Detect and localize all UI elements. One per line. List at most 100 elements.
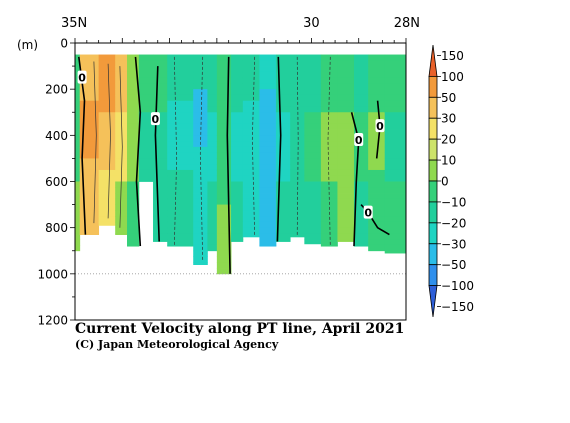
velocity-cell [304, 216, 322, 223]
velocity-cell [259, 94, 277, 102]
velocity-cell [353, 239, 369, 246]
velocity-cell [193, 71, 208, 79]
velocity-cell [167, 152, 194, 159]
velocity-cell [79, 77, 100, 84]
velocity-cell [259, 181, 277, 188]
velocity-cell [231, 198, 244, 205]
velocity-cell [216, 54, 232, 61]
velocity-cell [304, 66, 322, 73]
velocity-cell [75, 135, 81, 142]
velocity-cell [337, 54, 355, 61]
velocity-cell [290, 227, 305, 234]
velocity-cell [193, 54, 208, 61]
velocity-cell [207, 210, 218, 217]
velocity-cell [320, 164, 338, 171]
velocity-cell [75, 94, 81, 102]
velocity-cell [153, 175, 168, 182]
velocity-cell [231, 66, 244, 73]
velocity-cell [337, 169, 355, 177]
velocity-cell [242, 54, 260, 61]
velocity-cell [242, 141, 260, 148]
velocity-cell [167, 94, 194, 102]
velocity-cell [275, 112, 291, 119]
velocity-cell [259, 169, 277, 177]
velocity-cell [153, 146, 168, 154]
velocity-cell [337, 83, 355, 90]
velocity-cell [304, 112, 322, 119]
velocity-cell [320, 71, 338, 79]
velocity-cell [384, 175, 407, 182]
velocity-cell [242, 83, 260, 90]
velocity-cell [207, 198, 218, 205]
contour-label: 0 [364, 207, 372, 220]
velocity-cell [368, 60, 386, 67]
velocity-cell [193, 221, 208, 229]
velocity-cell [167, 210, 194, 217]
velocity-cell [153, 198, 168, 205]
velocity-cell [193, 198, 208, 205]
velocity-cell [138, 158, 154, 165]
velocity-cell [368, 141, 386, 148]
velocity-cell [384, 118, 407, 125]
velocity-cell [216, 227, 232, 234]
velocity-cell [353, 152, 369, 159]
velocity-cell [242, 118, 260, 125]
velocity-cell [207, 175, 218, 182]
velocity-cell [259, 146, 277, 154]
velocity-cell [75, 198, 81, 205]
velocity-cell [231, 233, 244, 240]
velocity-cell [242, 152, 260, 159]
velocity-cell [242, 89, 260, 96]
velocity-cell [127, 54, 140, 61]
velocity-cell [259, 204, 277, 211]
velocity-cell [242, 158, 260, 165]
velocity-cell [75, 239, 81, 246]
velocity-cell [127, 204, 140, 211]
velocity-cell [368, 198, 386, 205]
velocity-cell [353, 181, 369, 188]
velocity-cell [290, 221, 305, 229]
velocity-cell [153, 239, 168, 242]
velocity-cell [79, 187, 100, 194]
colorbar-segment [428, 222, 438, 245]
colorbar-tick-label: 100 [441, 70, 464, 84]
x-tick-label: 30 [303, 16, 320, 31]
velocity-cell [153, 233, 168, 240]
velocity-cell [290, 233, 305, 238]
velocity-cell [290, 187, 305, 194]
velocity-cell [153, 193, 168, 200]
velocity-cell [138, 164, 154, 171]
velocity-cell [75, 187, 81, 194]
velocity-cell [290, 135, 305, 142]
velocity-cell [304, 106, 322, 113]
velocity-cell [275, 89, 291, 96]
velocity-cell [153, 221, 168, 229]
velocity-cell [138, 71, 154, 79]
velocity-cell [115, 71, 128, 79]
velocity-cell [193, 94, 208, 102]
velocity-cell [275, 239, 291, 242]
velocity-cell [304, 193, 322, 200]
velocity-cell [353, 198, 369, 205]
velocity-cell [167, 66, 194, 73]
velocity-cell [98, 54, 116, 61]
velocity-cell [231, 164, 244, 171]
velocity-cell [115, 164, 128, 171]
velocity-cell [127, 221, 140, 229]
velocity-cell [153, 60, 168, 67]
velocity-cell [242, 112, 260, 119]
velocity-cell [337, 187, 355, 194]
colorbar-tick-label: −100 [441, 279, 474, 293]
velocity-cell [231, 141, 244, 148]
velocity-cell [304, 239, 322, 245]
velocity-cell [207, 244, 218, 252]
velocity-cell [275, 216, 291, 223]
velocity-cell [242, 71, 260, 79]
velocity-cell [259, 112, 277, 119]
velocity-cell [337, 221, 355, 229]
velocity-cell [368, 244, 386, 252]
velocity-cell [193, 152, 208, 159]
velocity-cell [75, 210, 81, 217]
velocity-cell [153, 89, 168, 96]
